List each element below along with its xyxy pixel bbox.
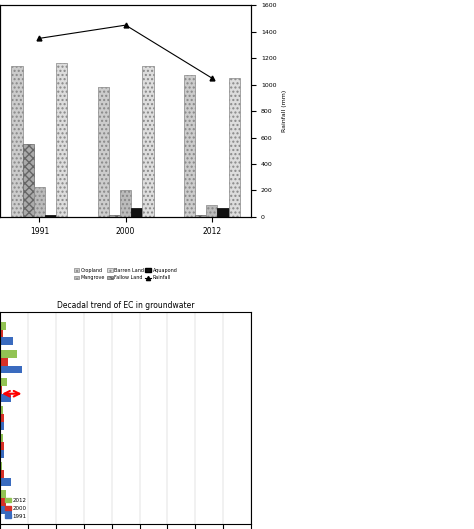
Bar bbox=[0, 498, 6, 506]
Rainfall bbox=[209, 75, 215, 81]
Bar bbox=[0, 470, 4, 478]
Legend: 2012, 2000, 1991: 2012, 2000, 1991 bbox=[3, 496, 29, 521]
Legend: Cropland, Mangrove, Barren Land, Fallow Land, Aquapond, Rainfall: Cropland, Mangrove, Barren Land, Fallow … bbox=[72, 266, 180, 282]
Bar bbox=[0, 350, 17, 358]
Title: Decadal trend of EC in groundwater: Decadal trend of EC in groundwater bbox=[57, 301, 194, 310]
Bar bbox=[0, 338, 13, 345]
Bar bbox=[0, 378, 7, 386]
Bar bbox=[131, 208, 142, 217]
Bar bbox=[0, 490, 6, 498]
Rainfall bbox=[36, 35, 42, 41]
Bar bbox=[206, 205, 218, 217]
Bar bbox=[45, 215, 56, 217]
Bar bbox=[109, 215, 120, 217]
Bar bbox=[0, 422, 4, 430]
Bar bbox=[98, 87, 109, 217]
Bar bbox=[0, 478, 10, 486]
Bar bbox=[184, 75, 195, 217]
Bar bbox=[142, 66, 154, 217]
Bar bbox=[0, 506, 12, 514]
Line: Rainfall: Rainfall bbox=[37, 23, 214, 80]
Bar bbox=[0, 450, 4, 458]
Bar bbox=[0, 414, 4, 422]
Bar bbox=[0, 366, 22, 373]
Bar bbox=[11, 66, 23, 217]
Bar bbox=[0, 434, 3, 442]
Bar bbox=[228, 78, 240, 217]
Bar bbox=[0, 442, 4, 450]
Bar bbox=[0, 358, 9, 366]
Bar bbox=[0, 330, 3, 338]
Rainfall bbox=[123, 22, 128, 28]
Bar bbox=[0, 394, 11, 402]
Bar bbox=[0, 406, 3, 414]
Bar bbox=[56, 63, 67, 217]
Bar bbox=[195, 215, 206, 217]
Bar bbox=[218, 208, 228, 217]
Bar bbox=[120, 190, 131, 217]
Bar bbox=[0, 322, 6, 330]
Bar bbox=[0, 386, 2, 394]
Bar bbox=[0, 462, 2, 470]
Bar bbox=[23, 144, 34, 217]
Y-axis label: Rainfall (mm): Rainfall (mm) bbox=[282, 90, 287, 132]
Bar bbox=[34, 187, 45, 217]
